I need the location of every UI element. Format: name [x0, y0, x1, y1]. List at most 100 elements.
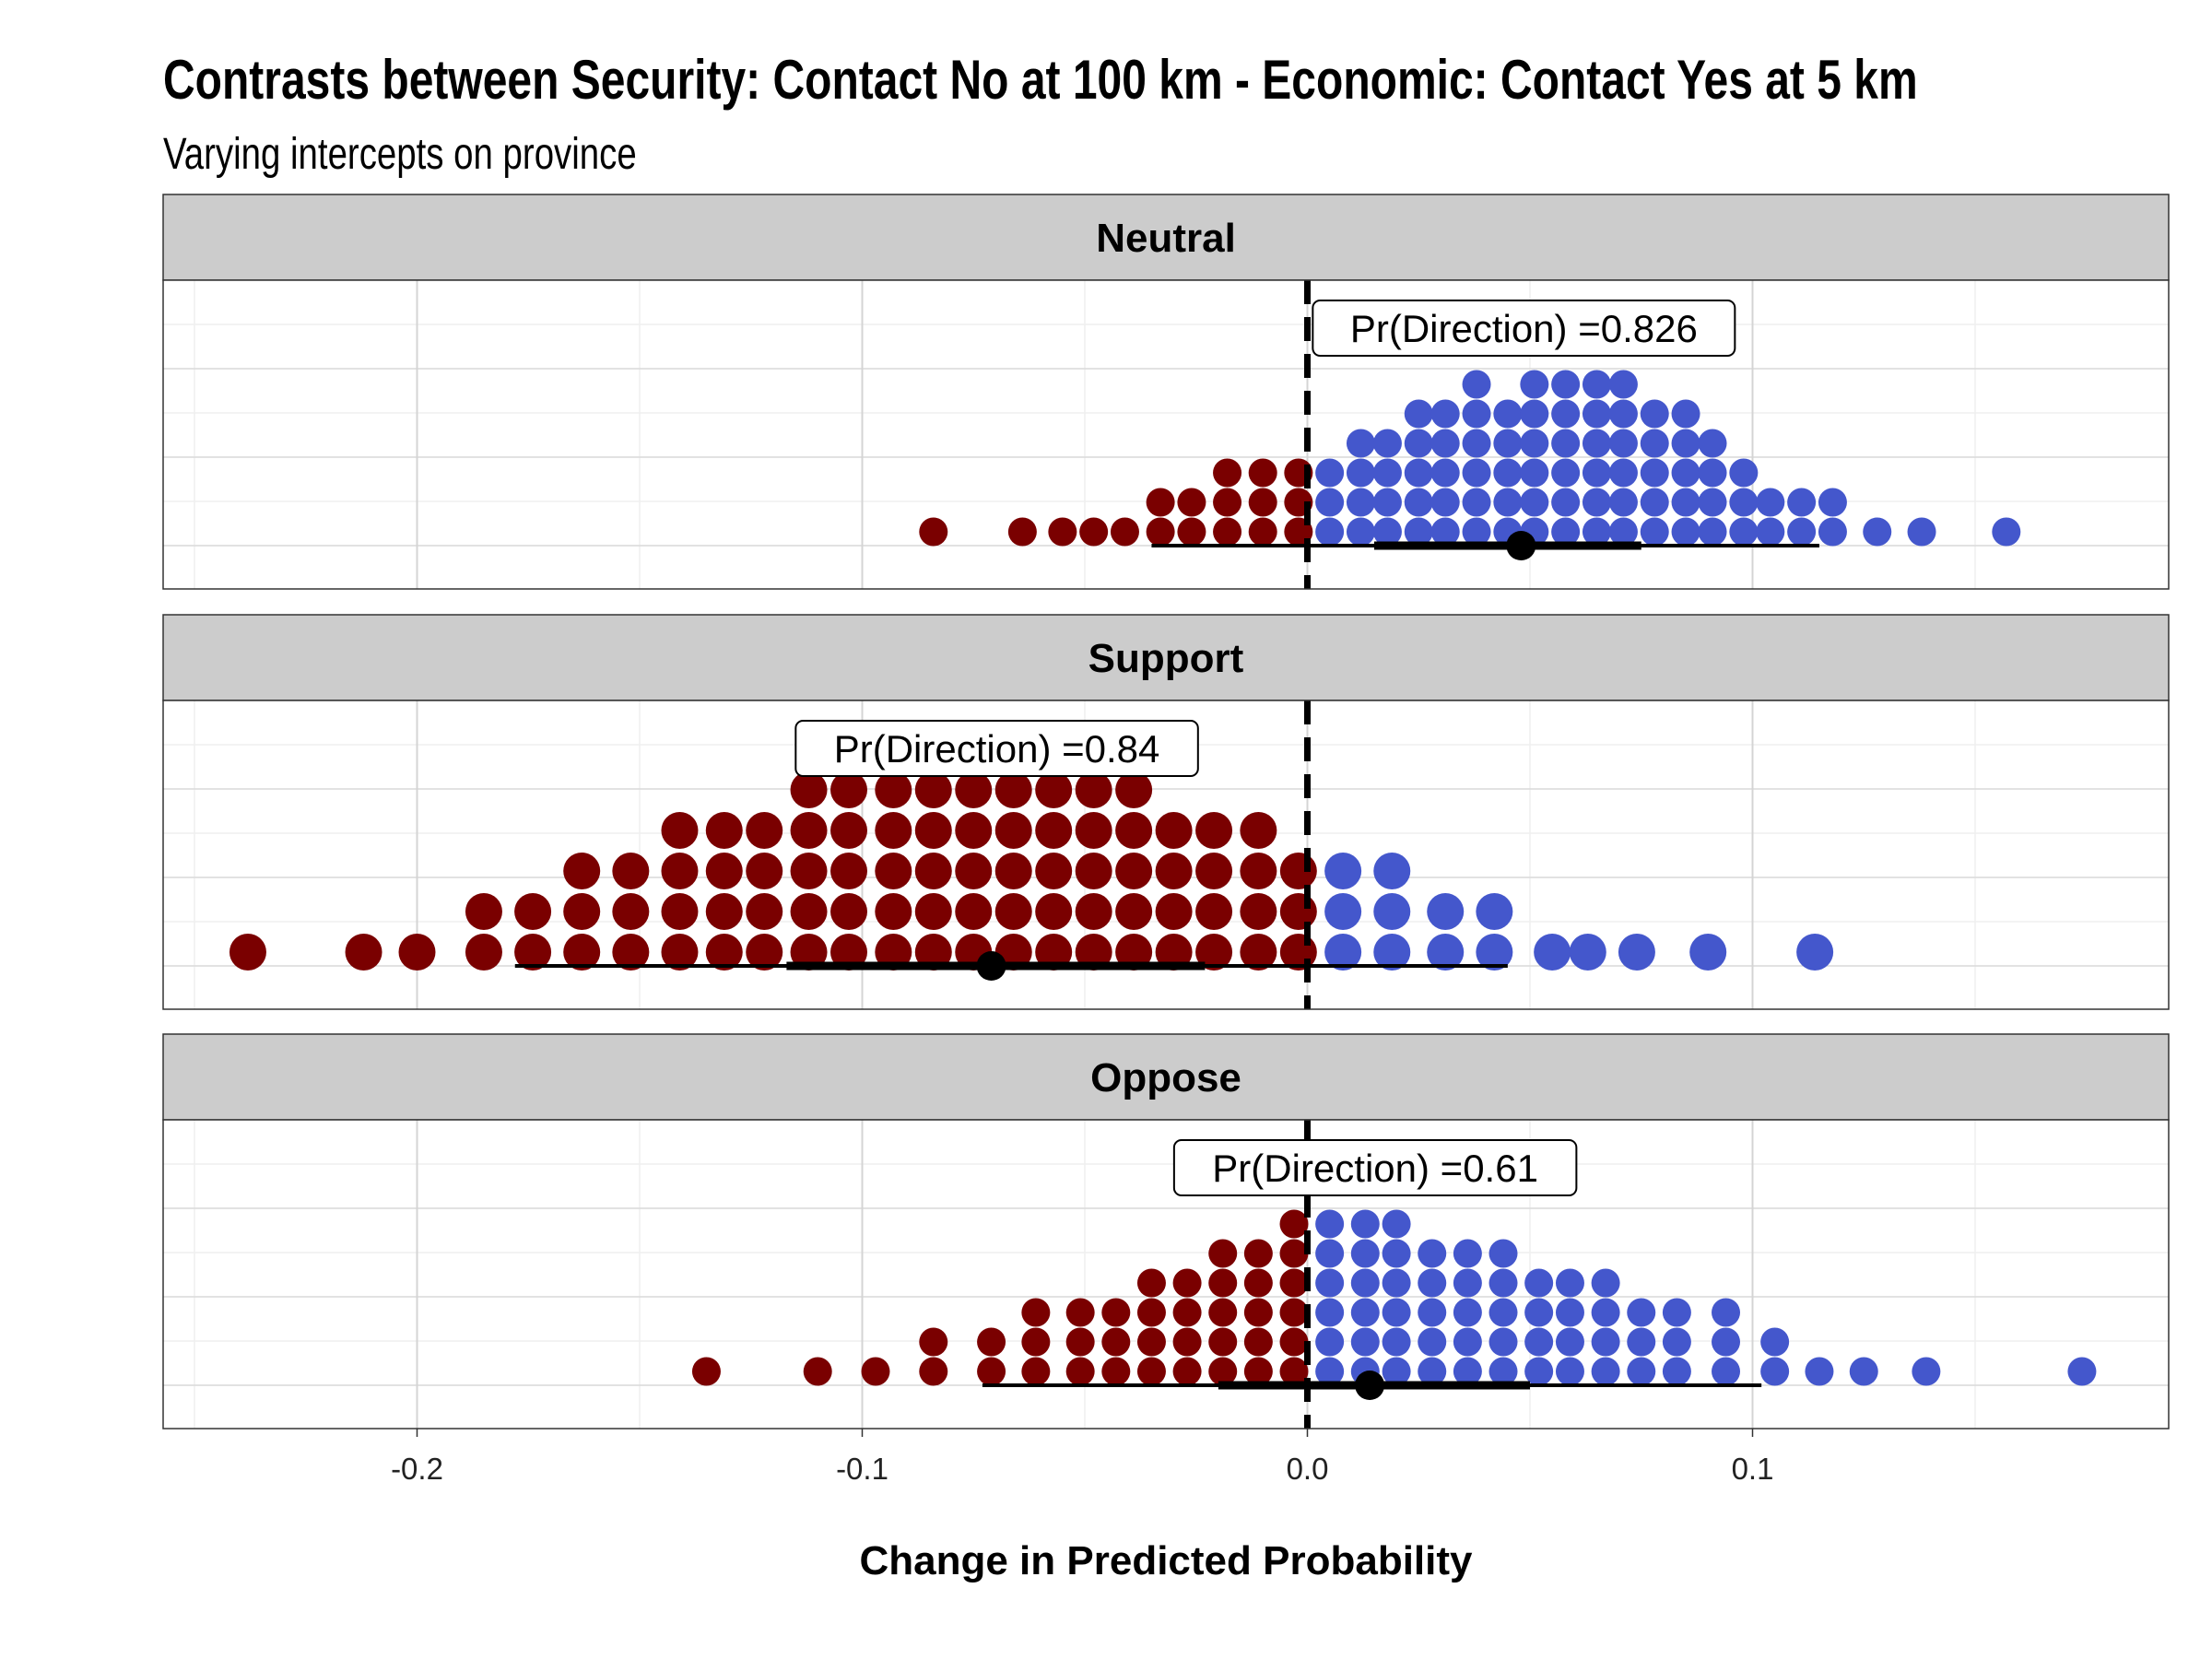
data-dot: [1350, 1268, 1380, 1298]
data-dot: [1315, 1298, 1345, 1327]
data-dot: [1729, 517, 1759, 547]
data-dot: [1520, 370, 1549, 399]
data-dot: [1627, 1298, 1656, 1327]
data-dot: [1524, 1298, 1554, 1327]
data-dot: [1462, 429, 1491, 458]
data-dot: [1115, 893, 1153, 930]
data-dot: [875, 853, 912, 889]
data-dot: [977, 1357, 1006, 1386]
data-dot: [1208, 1357, 1238, 1386]
data-dot: [1698, 429, 1727, 458]
data-dot: [1248, 517, 1277, 547]
panel-background: [163, 1120, 2169, 1429]
panel-oppose: Oppose Pr(Direction) =0.61: [162, 1033, 2170, 1430]
data-dot: [746, 893, 783, 930]
data-dot: [1243, 1327, 1273, 1357]
data-dot: [1524, 1327, 1554, 1357]
data-dot: [1698, 458, 1727, 488]
data-dot: [1729, 458, 1759, 488]
median-point: [1506, 531, 1536, 560]
data-dot: [1324, 934, 1362, 971]
data-dot: [1110, 517, 1139, 547]
data-dot: [1177, 488, 1206, 517]
data-dot: [1640, 429, 1669, 458]
data-dot: [1863, 517, 1892, 547]
data-dot: [1555, 1327, 1584, 1357]
data-dot: [1075, 934, 1112, 971]
data-dot: [563, 853, 601, 889]
data-dot: [1493, 429, 1523, 458]
data-dot: [1372, 517, 1402, 547]
data-dot: [1640, 458, 1669, 488]
data-dot: [1065, 1327, 1095, 1357]
data-dot: [1382, 1327, 1411, 1357]
data-dot: [1404, 488, 1433, 517]
data-dot: [1315, 488, 1345, 517]
data-dot: [661, 934, 699, 971]
data-dot: [1787, 517, 1817, 547]
label-box: [1312, 300, 1736, 357]
data-dot: [1591, 1327, 1620, 1357]
data-dot: [790, 812, 828, 849]
panel-support: Support Pr(Direction) =0.84: [162, 614, 2170, 1010]
data-dot: [612, 934, 650, 971]
data-dot: [1712, 1357, 1741, 1386]
data-dot: [1021, 1298, 1051, 1327]
label-box: [794, 720, 1199, 777]
data-dot: [1555, 1298, 1584, 1327]
data-dot: [1101, 1298, 1131, 1327]
data-dot: [1608, 370, 1638, 399]
data-dot: [1007, 517, 1037, 547]
probability-direction-label: Pr(Direction) =0.826: [1350, 307, 1698, 350]
data-dot: [1213, 458, 1242, 488]
data-dot: [1671, 488, 1700, 517]
data-dot: [1640, 399, 1669, 429]
data-dot: [914, 934, 952, 971]
data-dot: [1372, 429, 1402, 458]
data-dot: [1582, 488, 1611, 517]
data-dot: [830, 812, 868, 849]
data-dot: [1756, 488, 1785, 517]
data-dot: [861, 1357, 890, 1386]
data-dot: [1213, 517, 1242, 547]
data-dot: [1520, 429, 1549, 458]
data-dot: [1279, 1209, 1309, 1239]
data-dot: [1671, 458, 1700, 488]
panel-neutral: Neutral Pr(Direction) =0.826: [162, 194, 2170, 590]
data-dot: [1520, 458, 1549, 488]
x-tick-label: -0.1: [836, 1452, 888, 1486]
data-dot: [790, 853, 828, 889]
data-dot: [1279, 1298, 1309, 1327]
data-dot: [1240, 934, 1277, 971]
data-dot: [1462, 458, 1491, 488]
data-dot: [1315, 458, 1345, 488]
data-dot: [1524, 1268, 1554, 1298]
data-dot: [563, 893, 601, 930]
x-axis-label: Change in Predicted Probability: [859, 1538, 1473, 1583]
data-dot: [661, 893, 699, 930]
data-dot: [1569, 934, 1606, 971]
data-dot: [1350, 1209, 1380, 1239]
data-dot: [1591, 1298, 1620, 1327]
data-dot: [1136, 1327, 1166, 1357]
data-dot: [830, 771, 868, 808]
data-dot: [1248, 488, 1277, 517]
data-dot: [1555, 1357, 1584, 1386]
data-dot: [1453, 1327, 1482, 1357]
data-dot: [691, 1357, 721, 1386]
data-dot: [1382, 1209, 1411, 1239]
data-dot: [1453, 1239, 1482, 1268]
data-dot: [1324, 853, 1362, 889]
data-dot: [1101, 1357, 1131, 1386]
data-dot: [1591, 1357, 1620, 1386]
data-dot: [1065, 1357, 1095, 1386]
data-dot: [465, 934, 502, 971]
data-dot: [1582, 399, 1611, 429]
data-dot: [994, 893, 1032, 930]
data-dot: [1582, 429, 1611, 458]
panel-border: [162, 700, 2170, 1010]
data-dot: [1346, 458, 1375, 488]
data-dot: [1350, 1327, 1380, 1357]
chart-subtitle: Varying intercepts on province: [163, 130, 637, 179]
data-dot: [1551, 399, 1581, 429]
